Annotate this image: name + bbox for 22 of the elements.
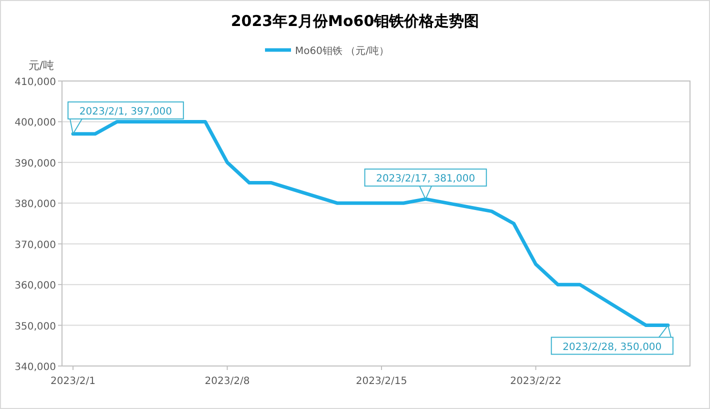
y-tick-label: 410,000 <box>14 77 56 88</box>
x-tick-label: 2023/2/15 <box>356 376 408 387</box>
y-tick-label: 400,000 <box>14 118 56 129</box>
y-tick-label: 350,000 <box>14 321 56 332</box>
y-tick-label: 370,000 <box>14 240 56 251</box>
annotation: 2023/2/28, 350,000 <box>562 342 662 353</box>
y-tick-label: 380,000 <box>14 199 56 210</box>
y-tick-label: 360,000 <box>14 280 56 292</box>
x-tick-label: 2023/2/8 <box>204 376 250 387</box>
x-tick-label: 2023/2/22 <box>510 376 562 387</box>
y-tick-label: 390,000 <box>14 158 56 170</box>
annotation: 2023/2/1, 397,000 <box>79 106 172 118</box>
x-tick-label: 2023/2/1 <box>50 376 96 387</box>
callout: 2023/2/1, 397,000 <box>68 101 184 136</box>
annotation: 2023/2/17, 381,000 <box>376 174 476 185</box>
callout: 2023/2/28, 350,000 <box>550 324 674 355</box>
y-tick-label: 340,000 <box>14 362 56 373</box>
line-series <box>71 120 670 328</box>
chart-title: 2023年2月份Mo60钼铁价格走势图 <box>230 12 480 30</box>
callout: 2023/2/17, 381,000 <box>364 168 487 200</box>
legend-label: Mo60钼铁 （元/吨） <box>295 45 390 57</box>
y-axis-title: 元/吨 <box>28 59 54 72</box>
